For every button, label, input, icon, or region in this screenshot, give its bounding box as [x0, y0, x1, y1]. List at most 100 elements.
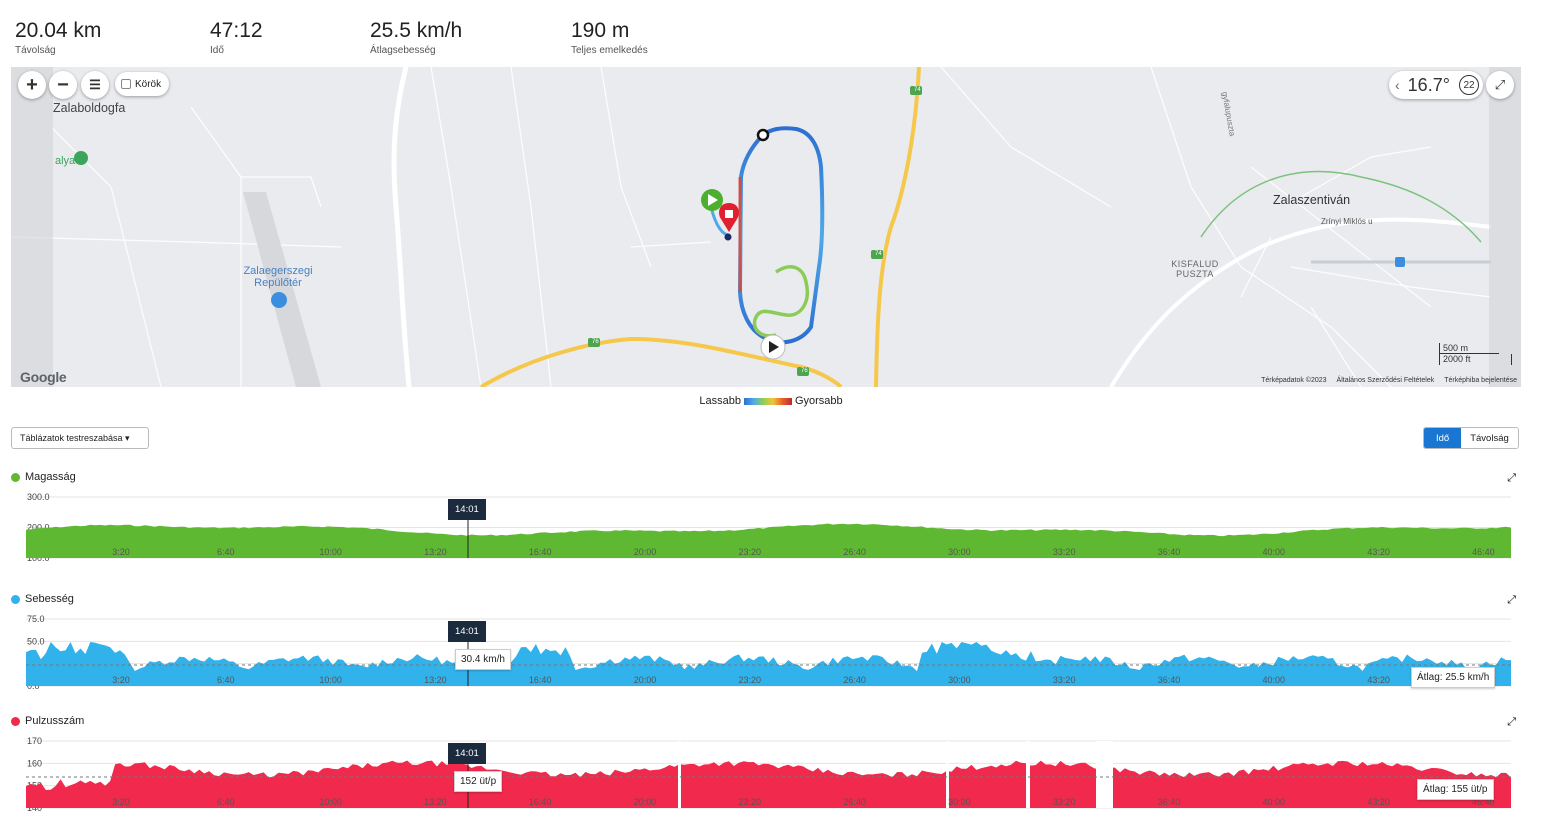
- series-area: [26, 642, 1511, 686]
- x-tick-label: 20:00: [634, 675, 657, 685]
- street-label: Zrínyi Miklós u: [1321, 217, 1373, 226]
- y-tick-label: 50.0: [27, 636, 45, 646]
- map-scale: 500 m 2000 ft: [1439, 343, 1512, 365]
- x-tick-label: 43:20: [1367, 675, 1390, 685]
- place-label: Zalaboldogfa: [53, 101, 126, 115]
- chart-title: Magasság: [11, 470, 1521, 484]
- elevation-chart[interactable]: Magasság ⤢ 300.0200.0100.03:206:4010:001…: [11, 470, 1521, 562]
- series-area: [26, 523, 1511, 558]
- x-tick-label: 46:40: [1472, 547, 1495, 557]
- series-dot: [11, 716, 20, 726]
- legend-faster: Gyorsabb: [794, 395, 843, 407]
- chart-title-text: Magasság: [25, 471, 76, 483]
- laps-label: Körök: [135, 78, 162, 90]
- chart-title: Pulzusszám: [11, 714, 1521, 728]
- fullscreen-icon[interactable]: ⤢: [1486, 71, 1514, 99]
- cursor-time: 14:01: [448, 621, 486, 642]
- map-tiles: [11, 67, 1492, 387]
- y-tick-label: 160: [27, 758, 42, 768]
- x-tick-label: 40:00: [1263, 547, 1286, 557]
- stat-label: Átlagsebesség: [370, 45, 436, 56]
- x-tick-label: 30:00: [948, 547, 971, 557]
- y-tick-label: 170: [27, 736, 42, 746]
- attribution-link[interactable]: Térképhiba bejelentése: [1444, 377, 1517, 384]
- x-tick-label: 3:20: [112, 797, 130, 807]
- x-tick-label: 3:20: [112, 547, 130, 557]
- customize-charts-button[interactable]: Táblázatok testreszabása ▾: [11, 427, 149, 449]
- x-tick-label: 20:00: [634, 797, 657, 807]
- speed-legend: Lassabb Gyorsabb: [0, 395, 1542, 407]
- x-tick-label: 6:40: [217, 797, 235, 807]
- road-number: 74: [914, 87, 921, 93]
- place-label: Zalaszentiván: [1273, 193, 1351, 207]
- stat-distance: 20.04 km Távolság: [15, 18, 101, 57]
- x-tick-label: 43:20: [1367, 797, 1390, 807]
- place-label-line: KISFALUD: [1171, 259, 1219, 269]
- y-tick-label: 300.0: [27, 492, 50, 502]
- expand-icon[interactable]: ⤢: [1507, 472, 1516, 484]
- wind-speed: 22: [1459, 75, 1479, 95]
- stat-value: 20.04 km: [15, 19, 102, 42]
- x-tick-label: 33:20: [1053, 547, 1076, 557]
- map-attribution: Térképadatok ©2023 Általános Szerződési …: [1261, 377, 1517, 384]
- expand-icon[interactable]: ⤢: [1507, 594, 1516, 606]
- x-tick-label: 30:00: [948, 675, 971, 685]
- data-gap: [946, 741, 949, 808]
- layers-icon[interactable]: ☰: [81, 71, 109, 99]
- speed-chart[interactable]: Sebesség ⤢ 75.050.025.00.03:206:4010:001…: [11, 592, 1521, 692]
- heart-rate-chart[interactable]: Pulzusszám ⤢ 1701601501403:206:4010:0013…: [11, 714, 1521, 814]
- x-tick-label: 26:40: [843, 797, 866, 807]
- x-tick-label: 33:20: [1053, 797, 1076, 807]
- heart-rate-average: Átlag: 155 üt/p: [1417, 779, 1494, 800]
- place-label-line: PUSZTA: [1176, 269, 1214, 279]
- x-axis-toggle[interactable]: Idő Távolság: [1423, 427, 1519, 449]
- expand-icon[interactable]: ⤢: [1507, 716, 1516, 728]
- zoom-in-button[interactable]: +: [18, 71, 46, 99]
- x-tick-label: 26:40: [843, 547, 866, 557]
- activity-stats: 20.04 km Távolság 47:12 Idő 25.5 km/h Át…: [15, 18, 915, 63]
- stat-value: 47:12: [210, 19, 263, 42]
- stat-label: Idő: [210, 45, 224, 56]
- series-dot: [11, 594, 20, 604]
- x-tick-label: 23:20: [739, 797, 762, 807]
- cursor-time: 14:01: [448, 743, 486, 764]
- stat-label: Teljes emelkedés: [571, 45, 648, 56]
- x-tick-label: 40:00: [1263, 797, 1286, 807]
- toggle-time[interactable]: Idő: [1424, 428, 1462, 448]
- x-tick-label: 26:40: [843, 675, 866, 685]
- chart-title: Sebesség: [11, 592, 1521, 606]
- x-tick-label: 6:40: [217, 675, 235, 685]
- chevron-left-icon[interactable]: ‹: [1395, 77, 1400, 93]
- map-left-shade: [11, 67, 53, 387]
- x-tick-label: 13:20: [424, 547, 447, 557]
- zoom-out-button[interactable]: −: [49, 71, 77, 99]
- toggle-distance[interactable]: Távolság: [1461, 428, 1518, 448]
- x-tick-label: 13:20: [424, 797, 447, 807]
- speed-plot: 75.050.025.00.03:206:4010:0013:2016:4020…: [26, 614, 1511, 691]
- map-right-shade: [1489, 67, 1521, 387]
- scale-imperial: 2000 ft: [1439, 354, 1512, 365]
- attribution-link[interactable]: Térképadatok ©2023: [1261, 377, 1327, 384]
- attribution-link[interactable]: Általános Szerződési Feltételek: [1336, 377, 1435, 384]
- scale-metric: 500 m: [1439, 343, 1499, 354]
- route-map[interactable]: Zalaboldogfa alya Zalaegerszegi Repülőté…: [11, 67, 1521, 387]
- laps-toggle[interactable]: Körök: [115, 72, 170, 96]
- x-tick-label: 3:20: [112, 675, 130, 685]
- x-tick-label: 23:20: [739, 675, 762, 685]
- x-tick-label: 16:40: [529, 675, 552, 685]
- weather-widget[interactable]: ‹ 16.7° 22: [1389, 71, 1483, 99]
- x-tick-label: 33:20: [1053, 675, 1076, 685]
- place-label: alya: [55, 155, 76, 167]
- x-tick-label: 16:40: [529, 797, 552, 807]
- stat-time: 47:12 Idő: [210, 18, 263, 57]
- x-tick-label: 10:00: [319, 675, 342, 685]
- road-number: 76: [801, 368, 808, 374]
- place-label: KISFALUD PUSZTA: [1165, 259, 1225, 279]
- laps-checkbox[interactable]: [121, 79, 131, 89]
- y-tick-label: 200.0: [27, 523, 50, 533]
- x-tick-label: 36:40: [1158, 797, 1181, 807]
- chart-title-text: Sebesség: [25, 593, 74, 605]
- stat-elevation-gain: 190 m Teljes emelkedés: [571, 18, 648, 57]
- x-tick-label: 6:40: [217, 547, 235, 557]
- airport-label-line: Zalaegerszegi: [243, 265, 313, 277]
